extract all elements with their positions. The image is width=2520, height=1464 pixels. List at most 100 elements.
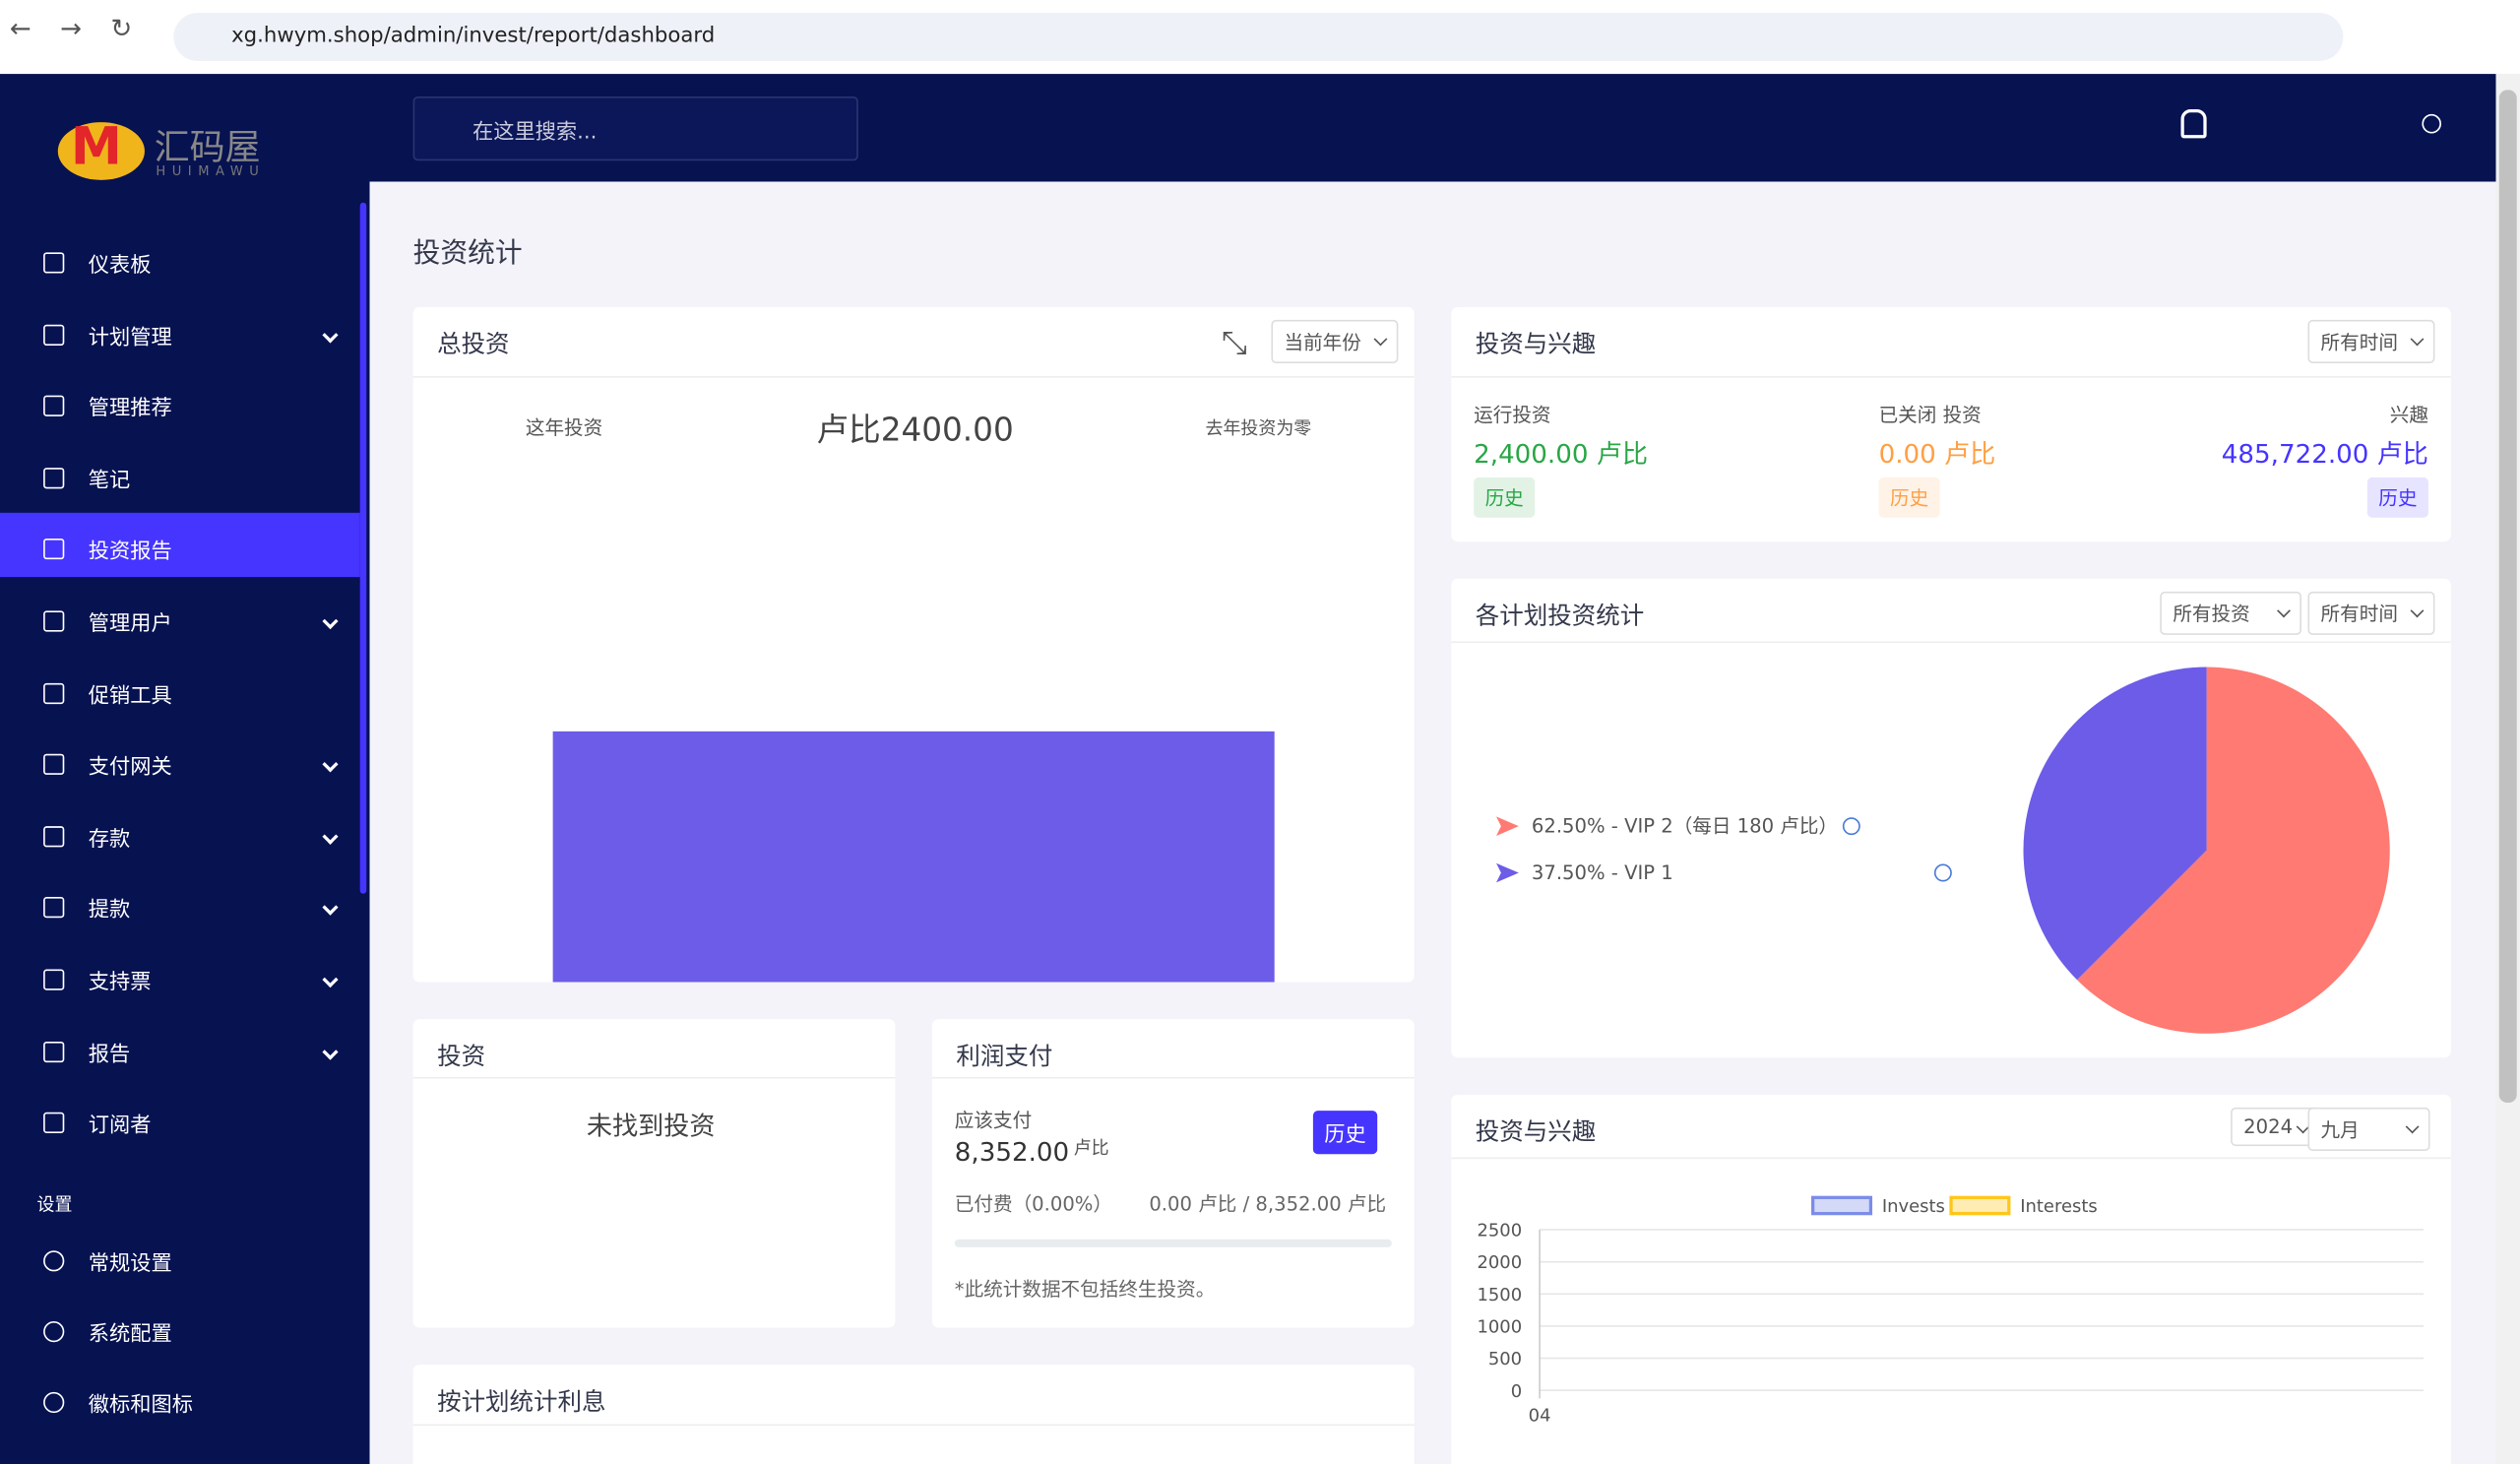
address-bar[interactable] <box>173 13 2344 62</box>
legend-swatch <box>1949 1195 2011 1216</box>
stat-value: 2,400.00 卢比 <box>1474 438 1649 470</box>
bell[interactable] <box>2180 109 2207 139</box>
select[interactable]: 2024 <box>2231 1107 2321 1147</box>
y-tick-label: 0 <box>1511 1381 1522 1402</box>
menu-icon <box>43 754 65 776</box>
search[interactable] <box>412 95 858 161</box>
select[interactable]: 所有时间 <box>2307 319 2435 363</box>
menu-icon <box>43 1321 65 1343</box>
collapse-icon[interactable]: ⤡ <box>1221 323 1247 362</box>
empty-text: 未找到投资 <box>586 1111 716 1142</box>
stat-label: 兴趣 <box>2389 403 2428 426</box>
label: 这年投资 <box>525 415 603 439</box>
menu-item[interactable]: 管理用户 <box>88 612 172 637</box>
due-unit: 卢比 <box>1073 1137 1109 1160</box>
menu-item[interactable]: 笔记 <box>88 469 131 493</box>
menu-icon <box>43 1041 65 1062</box>
select[interactable]: 所有投资 <box>2160 591 2301 635</box>
chevron <box>322 756 339 773</box>
active-item <box>0 513 360 578</box>
menu-item[interactable]: 支付网关 <box>88 755 172 781</box>
bar-chart <box>552 731 1275 983</box>
menu-item[interactable]: 存款 <box>88 827 131 852</box>
legend-label: 62.50% - VIP 2（每日 180 卢比） <box>1532 815 1838 838</box>
y-tick-label: 500 <box>1488 1349 1522 1369</box>
menu-item[interactable]: 订阅者 <box>88 1114 152 1139</box>
menu-icon <box>43 897 65 919</box>
menu-item[interactable]: 常规设置 <box>88 1251 172 1277</box>
chevron <box>322 900 339 917</box>
chevron <box>322 1043 339 1059</box>
stat-label: 已关闭 投资 <box>1878 403 1982 426</box>
nav-buttons[interactable]: ←→↻ <box>9 13 161 44</box>
investments-card: 投资 未找到投资 <box>412 1019 896 1328</box>
menu-item[interactable]: 促销工具 <box>88 683 172 709</box>
history-button[interactable]: 历史 <box>1878 477 1940 518</box>
pie-slice <box>2023 667 2207 981</box>
select[interactable]: 当前年份 <box>1271 319 1399 363</box>
line-chart: 0 500 1000 1500 2000 2500 04 Invests Interests <box>1477 1195 2425 1426</box>
logo-text: 汇码屋 <box>154 128 261 169</box>
card-title: 投资与兴趣 <box>1475 1116 1597 1147</box>
menu-item[interactable]: 支持票 <box>88 971 152 995</box>
y-tick-label: 2000 <box>1477 1252 1522 1273</box>
card-title: 各计划投资统计 <box>1475 601 1645 630</box>
menu-item[interactable]: 仪表板 <box>88 253 152 279</box>
card-title: 投资 <box>437 1041 486 1071</box>
line-card: 投资与兴趣 2024 九月 0 500 1000 1500 2000 2500 04 Inve… <box>1451 1094 2451 1464</box>
search-placeholder: 在这里搜索... <box>472 120 598 145</box>
menu-icon <box>43 467 65 488</box>
progress <box>954 1239 1392 1247</box>
card-title: 总投资 <box>437 329 510 359</box>
url: xg.hwym.shop/admin/invest/report/dashboa… <box>231 24 716 48</box>
stat-value: 485,722.00 卢比 <box>2221 438 2428 470</box>
menu-icon <box>43 1113 65 1134</box>
page-scrollbar <box>2495 74 2520 1464</box>
logo-sub: HUIMAWU <box>156 163 266 179</box>
x-tick-label: 04 <box>1529 1405 1551 1426</box>
chevron <box>322 828 339 845</box>
y-tick-label: 2500 <box>1477 1221 1522 1241</box>
plan-interest-card: 按计划统计利息 <box>412 1365 1415 1464</box>
chevron <box>322 612 339 630</box>
legend-label: 37.50% - VIP 1 <box>1532 861 1673 884</box>
menu-item[interactable]: 徽标和图标 <box>88 1393 193 1418</box>
user-menu[interactable] <box>2422 113 2441 134</box>
y-tick-label: 1000 <box>1477 1316 1522 1337</box>
menu-item[interactable]: 投资报告 <box>88 541 172 565</box>
menu-item[interactable]: 提款 <box>88 899 131 923</box>
note: *此统计数据不包括终生投资。 <box>954 1277 1216 1301</box>
menu-item[interactable]: 报告 <box>88 1042 131 1067</box>
logo-m: M <box>70 115 122 177</box>
label: 去年投资为零 <box>1205 417 1312 439</box>
pie-slice <box>2077 667 2390 1034</box>
menu-icon <box>43 682 65 704</box>
history-button[interactable]: 历史 <box>1474 477 1536 518</box>
stat-label: 运行投资 <box>1474 403 1551 426</box>
plan-stats-card: 各计划投资统计 所有投资 所有时间 62.50% - VIP 2（每日 180 … <box>1451 578 2451 1058</box>
info-icon <box>1933 863 1952 882</box>
topbar: 在这里搜索... <box>369 74 2496 182</box>
history-button[interactable]: 历史 <box>1312 1111 1378 1155</box>
info-icon <box>1842 817 1860 836</box>
invest-interest-card: 投资与兴趣 所有时间 运行投资 2,400.00 卢比 历史 已关闭 投资 0.00 卢… <box>1451 306 2451 542</box>
page-title: 投资统计 <box>412 237 523 271</box>
menu-item[interactable]: 计划管理 <box>88 325 172 350</box>
select[interactable]: 九月 <box>2307 1107 2430 1151</box>
menu-item[interactable]: 系统配置 <box>88 1322 172 1348</box>
select[interactable]: 所有时间 <box>2307 591 2435 635</box>
menu-icon <box>43 324 65 346</box>
chevron <box>322 972 339 988</box>
total-invest-card: 总投资 ⤡ 当前年份 这年投资 卢比2400.00 去年投资为零 <box>412 306 1415 983</box>
menu-icon <box>43 539 65 560</box>
menu-item[interactable]: 管理推荐 <box>88 397 172 422</box>
section-label: 设置 <box>36 1194 73 1216</box>
sidebar: M 汇码屋 HUIMAWU 仪表板计划管理管理推荐笔记投资报告管理用户促销工具支… <box>0 74 370 1464</box>
menu-icon <box>43 252 65 274</box>
card-title: 投资与兴趣 <box>1475 329 1597 359</box>
profit-card: 利润支付 应该支付 8,352.00 卢比 历史 已付费（0.00%） 0.00… <box>931 1019 1415 1328</box>
history-button[interactable]: 历史 <box>2366 477 2428 518</box>
menu-icon <box>43 969 65 990</box>
